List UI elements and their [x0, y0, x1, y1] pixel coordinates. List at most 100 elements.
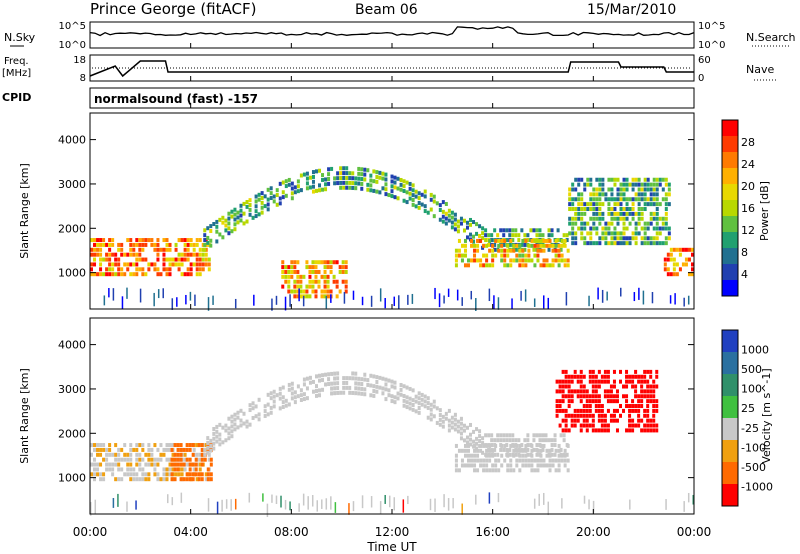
data-cell: [551, 458, 555, 463]
data-cell: [551, 263, 555, 268]
data-cell: [308, 185, 312, 190]
data-cell: [204, 247, 208, 252]
data-cell: [333, 391, 337, 396]
data-cell: [129, 272, 133, 277]
data-cell: [655, 221, 659, 226]
data-cell: [579, 389, 583, 394]
data-cell: [628, 182, 632, 187]
data-cell: [555, 379, 559, 384]
data-cell: [342, 175, 346, 180]
data-cell: [503, 253, 507, 258]
data-cell: [334, 502, 337, 513]
data-cell: [299, 274, 303, 279]
data-cell: [661, 177, 665, 182]
data-cell: [563, 453, 567, 458]
data-cell: [201, 257, 205, 262]
data-cell: [536, 253, 540, 258]
data-cell: [156, 252, 160, 257]
freq-label: Freq.: [4, 56, 29, 67]
data-cell: [511, 238, 515, 243]
data-cell: [293, 185, 297, 190]
data-cell: [302, 295, 305, 307]
data-cell: [643, 202, 647, 207]
data-cell: [454, 443, 458, 448]
data-cell: [625, 216, 629, 221]
data-cell: [165, 443, 169, 448]
data-cell: [117, 272, 121, 277]
data-cell: [465, 220, 469, 225]
data-cell: [262, 493, 264, 502]
data-cell: [675, 262, 679, 267]
data-cell: [173, 467, 177, 472]
data-cell: [360, 172, 364, 177]
data-cell: [484, 233, 488, 238]
data-cell: [179, 452, 183, 457]
data-cell: [557, 453, 561, 458]
data-cell: [326, 289, 330, 294]
data-cell: [293, 294, 297, 299]
data-cell: [93, 477, 97, 482]
data-cell: [532, 433, 536, 438]
data-cell: [341, 269, 345, 274]
data-cell: [518, 448, 522, 453]
data-cell: [505, 238, 509, 243]
data-cell: [224, 423, 228, 428]
data-cell: [469, 442, 473, 447]
data-cell: [348, 390, 352, 395]
data-cell: [652, 394, 656, 399]
data-cell: [281, 195, 285, 200]
data-cell: [225, 499, 228, 509]
data-cell: [475, 446, 479, 451]
data-cell: [384, 192, 388, 197]
data-cell: [298, 288, 300, 302]
data-cell: [542, 443, 546, 448]
data-cell: [432, 214, 436, 219]
data-cell: [586, 241, 590, 246]
data-cell: [162, 252, 166, 257]
data-cell: [296, 279, 300, 284]
data-cell: [604, 192, 608, 197]
data-cell: [681, 262, 685, 267]
data-cell: [117, 467, 121, 472]
data-cell: [162, 477, 166, 482]
data-cell: [530, 463, 534, 468]
nsearch-label: N.Search: [746, 31, 796, 44]
data-cell: [564, 408, 568, 413]
data-cell: [111, 238, 115, 243]
data-cell: [180, 492, 183, 503]
data-cell: [162, 288, 164, 299]
data-cell: [655, 226, 659, 231]
data-cell: [329, 265, 333, 270]
data-cell: [215, 434, 219, 439]
data-cell: [497, 458, 501, 463]
data-cell: [571, 207, 575, 212]
data-cell: [251, 215, 255, 220]
data-cell: [296, 184, 300, 189]
data-cell: [129, 252, 133, 257]
data-cell: [197, 443, 201, 448]
data-cell: [502, 447, 506, 452]
data-cell: [363, 387, 367, 392]
x-tick-label: 04:00: [173, 525, 208, 539]
data-cell: [678, 247, 682, 252]
data-cell: [189, 272, 193, 277]
data-cell: [432, 194, 436, 199]
data-cell: [179, 477, 183, 482]
data-cell: [384, 182, 388, 187]
data-cell: [393, 400, 397, 405]
data-cell: [153, 467, 157, 472]
data-cell: [284, 193, 288, 198]
data-cell: [484, 433, 488, 438]
data-cell: [159, 457, 163, 462]
data-cell: [547, 297, 550, 309]
data-cell: [598, 187, 602, 192]
data-cell: [493, 438, 497, 443]
data-cell: [114, 272, 118, 277]
data-cell: [271, 298, 273, 311]
data-cell: [496, 438, 500, 443]
data-cell: [481, 231, 485, 236]
data-cell: [505, 433, 509, 438]
data-cell: [610, 207, 614, 212]
data-cell: [195, 272, 199, 277]
data-cell: [479, 258, 483, 263]
